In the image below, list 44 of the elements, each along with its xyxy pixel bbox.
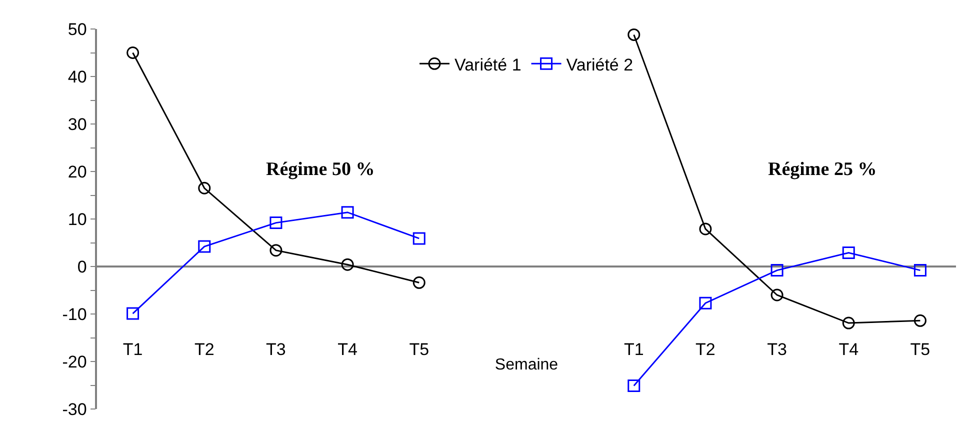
point	[914, 264, 926, 277]
x-tick-label: T1	[624, 340, 644, 359]
point	[842, 316, 855, 330]
y-tick-label: 20	[68, 162, 87, 182]
legend-label: Variété 2	[566, 55, 634, 74]
y-tick-label: 30	[68, 114, 87, 134]
x-axis-title: Semaine	[494, 356, 558, 374]
point	[628, 379, 640, 392]
point	[341, 206, 354, 219]
x-tick-label: T5	[409, 340, 430, 359]
x-tick-label: T3	[767, 340, 787, 359]
annotation: Régime 25 %	[768, 159, 877, 180]
x-tick-label: T4	[338, 340, 358, 359]
point	[270, 244, 282, 257]
y-tick-label: -10	[62, 304, 87, 324]
y-tick-label: -20	[62, 352, 87, 372]
x-tick-label: T5	[910, 340, 930, 359]
y-tick-label: 40	[68, 67, 87, 86]
x-tick-label: T2	[194, 340, 214, 359]
point	[699, 296, 712, 310]
annotation: Régime 50 %	[266, 159, 375, 180]
legend-label: Variété 1	[454, 55, 522, 74]
point	[198, 182, 211, 194]
point	[270, 216, 282, 230]
point	[412, 232, 426, 245]
y-tick-label: 10	[68, 210, 87, 229]
point	[770, 288, 784, 302]
point	[628, 28, 640, 41]
point	[198, 240, 211, 253]
y-tick-label: -30	[62, 400, 87, 419]
point	[126, 46, 140, 59]
y-tick-label: 0	[77, 257, 87, 276]
y-tick-label: 50	[68, 20, 87, 39]
x-tick-label: T4	[838, 340, 859, 359]
point	[842, 246, 855, 259]
point	[914, 314, 926, 327]
point	[412, 276, 426, 289]
point	[126, 307, 140, 320]
point	[770, 264, 784, 277]
x-tick-label: T2	[696, 340, 716, 359]
point	[699, 222, 712, 236]
x-tick-label: T1	[122, 340, 143, 359]
point	[341, 258, 354, 271]
x-tick-label: T3	[266, 340, 286, 359]
